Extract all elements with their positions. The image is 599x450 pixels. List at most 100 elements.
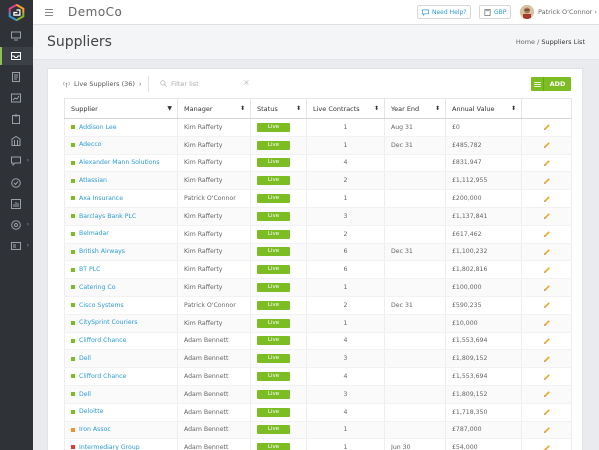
supplier-link[interactable]: Dell: [79, 390, 92, 398]
year-end-cell: [384, 314, 446, 333]
edit-pencil-icon[interactable]: [543, 141, 551, 149]
filter-list-input[interactable]: [171, 78, 241, 90]
supplier-link[interactable]: Catering Co: [79, 283, 116, 291]
avatar[interactable]: [520, 5, 534, 19]
edit-pencil-icon[interactable]: [543, 444, 551, 450]
sidebar-item-tasks[interactable]: [0, 110, 33, 128]
sidebar-item-documents[interactable]: [0, 68, 33, 86]
edit-pencil-icon[interactable]: [543, 123, 551, 131]
supplier-link[interactable]: Clifford Chance: [79, 372, 127, 380]
chevron-right-icon[interactable]: ›: [118, 7, 122, 16]
breadcrumb-home[interactable]: Home: [515, 38, 536, 46]
annual-value-cell: £787,000: [445, 421, 522, 440]
sidebar-item-admin[interactable]: ›: [0, 237, 33, 255]
supplier-link[interactable]: Intermediary Group: [79, 443, 140, 450]
sidebar-item-settings[interactable]: ›: [0, 216, 33, 234]
supplier-link[interactable]: Alexander Mann Solutions: [79, 159, 160, 167]
edit-pencil-icon[interactable]: [543, 319, 551, 327]
supplier-link[interactable]: Addison Lee: [79, 123, 117, 131]
status-cell: Live: [250, 349, 307, 369]
edit-pencil-icon[interactable]: [543, 230, 551, 238]
supplier-link[interactable]: Belmadar: [79, 230, 109, 238]
table-row[interactable]: CitySprint Couriers Kim Rafferty Live 1 £10,…: [64, 314, 572, 333]
status-dot: [71, 409, 75, 414]
column-header-year-end[interactable]: Year End ⬍: [384, 98, 446, 119]
supplier-link[interactable]: Barclays Bank PLC: [79, 212, 137, 220]
edit-pencil-icon[interactable]: [543, 248, 551, 256]
table-row[interactable]: Iron Assoc Adam Bennett Live 1 £787,000: [64, 421, 572, 440]
table-row[interactable]: Deloitte Adam Bennett Live 4 £1,718,350: [64, 403, 572, 422]
user-menu[interactable]: Patrick O'Connor ›: [538, 8, 598, 16]
edit-pencil-icon[interactable]: [543, 195, 551, 203]
sidebar-item-suppliers[interactable]: [0, 47, 33, 65]
company-name[interactable]: DemoCo: [68, 5, 123, 19]
edit-pencil-icon[interactable]: [543, 177, 551, 185]
table-row[interactable]: British Airways Kim Rafferty Live 6 Dec 31 £1…: [64, 243, 572, 262]
supplier-link[interactable]: BT PLC: [79, 266, 101, 274]
live-contracts-cell: 1: [306, 438, 385, 450]
table-row[interactable]: Clifford Chance Adam Bennett Live 4 £1,553,6…: [64, 332, 572, 351]
status-badge: Live: [257, 300, 290, 310]
supplier-link[interactable]: Cisco Systems: [79, 301, 124, 309]
sidebar-item-performance[interactable]: [0, 174, 33, 192]
table-row[interactable]: Atlassian Kim Rafferty Live 2 £1,112,955: [64, 171, 572, 191]
supplier-link[interactable]: Dell: [79, 355, 92, 362]
currency-button[interactable]: GBP: [479, 5, 512, 19]
table-row[interactable]: Adecco Kim Rafferty Live 1 Dec 31 £485,782: [64, 136, 572, 155]
edit-pencil-icon[interactable]: [543, 373, 551, 381]
help-button[interactable]: Need Help?: [417, 5, 472, 19]
column-header-supplier[interactable]: Supplier ▼: [64, 98, 178, 119]
column-header-annual-value[interactable]: Annual Value ⬍: [445, 98, 522, 119]
table-row[interactable]: BT PLC Kim Rafferty Live 6 £1,802,816: [64, 260, 572, 280]
list-filter-dropdown[interactable]: Live Suppliers (36) ›: [63, 80, 142, 88]
supplier-cell: Alexander Mann Solutions: [64, 154, 178, 173]
year-end-cell: Dec 31: [384, 136, 446, 155]
table-row[interactable]: Belmadar Kim Rafferty Live 2 £617,462: [64, 225, 572, 244]
edit-pencil-icon[interactable]: [543, 390, 551, 398]
supplier-cell: Cisco Systems: [64, 296, 178, 315]
table-row[interactable]: Dell Adam Bennett Live 3 £1,809,152: [64, 385, 572, 404]
menu-icon[interactable]: [45, 9, 53, 16]
year-end-cell: [384, 171, 446, 191]
app-logo-icon[interactable]: [8, 4, 25, 21]
edit-pencil-icon[interactable]: [543, 212, 551, 220]
table-row[interactable]: Clifford Chance Adam Bennett Live 4 £1,553,6…: [64, 367, 572, 386]
column-header-status[interactable]: Status ⬍: [250, 98, 307, 119]
add-supplier-button[interactable]: ADD: [531, 77, 571, 91]
supplier-link[interactable]: CitySprint Couriers: [79, 319, 138, 327]
edit-pencil-icon[interactable]: [543, 266, 551, 274]
edit-pencil-icon[interactable]: [543, 355, 551, 363]
supplier-link[interactable]: Axa Insurance: [79, 194, 124, 202]
supplier-link[interactable]: Atlassian: [79, 177, 107, 185]
sidebar-item-analytics[interactable]: [0, 195, 33, 213]
supplier-link[interactable]: British Airways: [79, 248, 125, 256]
table-row[interactable]: Alexander Mann Solutions Kim Rafferty Live…: [64, 154, 572, 173]
table-row[interactable]: Cisco Systems Patrick O'Connor Live 2 Dec 31…: [64, 296, 572, 315]
column-header-live-contracts[interactable]: Live Contracts ⬍: [306, 98, 385, 119]
sidebar-item-organisation[interactable]: [0, 132, 33, 150]
table-row[interactable]: Dell Adam Bennett Live 3 £1,809,152: [64, 349, 572, 369]
edit-pencil-icon[interactable]: [543, 408, 551, 416]
supplier-link[interactable]: Deloitte: [79, 408, 104, 416]
edit-pencil-icon[interactable]: [543, 337, 551, 345]
sidebar-item-reports[interactable]: [0, 89, 33, 107]
edit-pencil-icon[interactable]: [543, 284, 551, 292]
supplier-link[interactable]: Iron Assoc: [79, 426, 111, 434]
sidebar-item-dashboard[interactable]: [0, 27, 33, 45]
table-row[interactable]: Intermediary Group Adam Bennett Live 1 Jun 3…: [64, 438, 572, 450]
table-row[interactable]: Barclays Bank PLC Kim Rafferty Live 3 £1,137…: [64, 207, 572, 226]
supplier-cell: Clifford Chance: [64, 332, 178, 351]
edit-pencil-icon[interactable]: [543, 426, 551, 434]
status-badge: Live: [257, 389, 290, 399]
table-row[interactable]: Addison Lee Kim Rafferty Live 1 Aug 31 £0: [64, 118, 572, 137]
column-header-manager[interactable]: Manager ⬍: [177, 98, 251, 119]
clear-icon[interactable]: ×: [243, 78, 250, 87]
table-row[interactable]: Catering Co Kim Rafferty Live 1 £100,000: [64, 278, 572, 297]
edit-pencil-icon[interactable]: [543, 301, 551, 309]
manager-cell: Kim Rafferty: [177, 278, 251, 297]
sidebar-item-messages[interactable]: ›: [0, 152, 33, 170]
table-row[interactable]: Axa Insurance Patrick O'Connor Live 1 £200,0…: [64, 189, 572, 208]
edit-pencil-icon[interactable]: [543, 159, 551, 167]
supplier-link[interactable]: Adecco: [79, 141, 102, 149]
supplier-link[interactable]: Clifford Chance: [79, 337, 127, 345]
